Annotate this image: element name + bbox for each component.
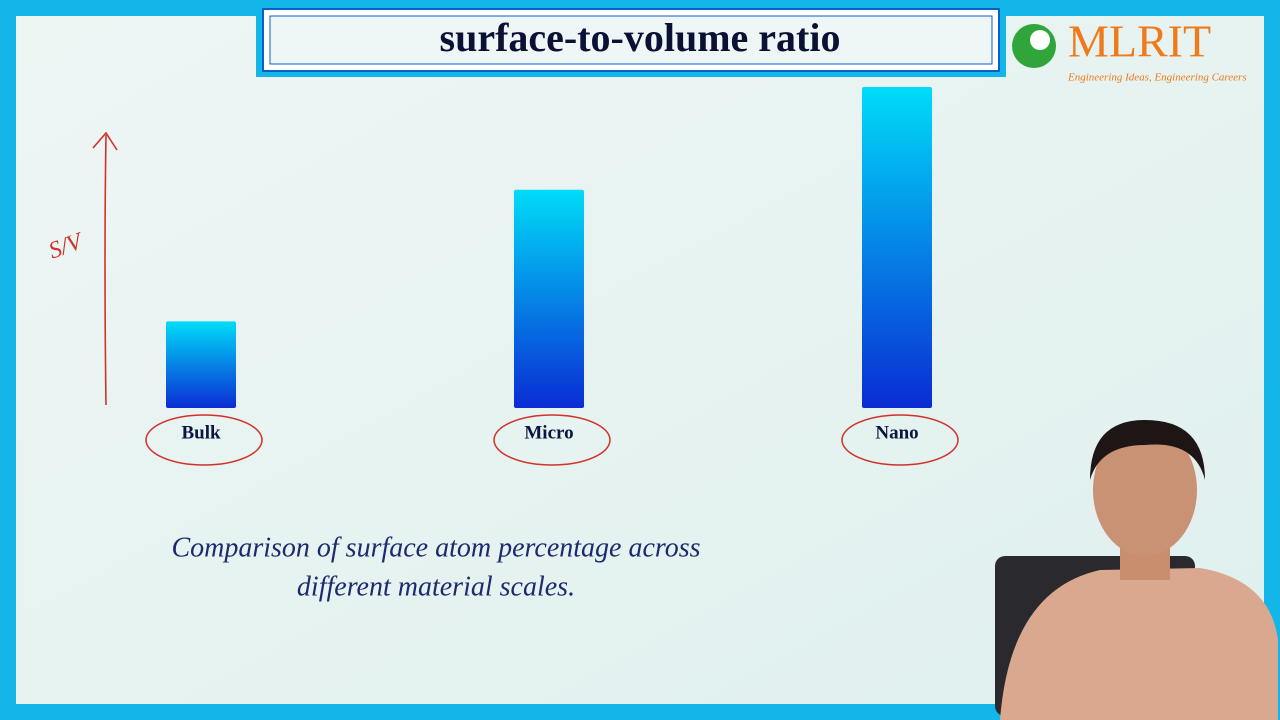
drawn-circle [493,414,611,466]
presenter-face [1093,424,1197,556]
logo-name: MLRIT [1068,16,1211,67]
bar [862,87,932,408]
logo: MLRIT Engineering Ideas, Engineering Car… [1012,16,1247,84]
logo-icon-detail [1030,30,1050,50]
drawn-circle [145,414,263,466]
chart: Bulk Micro Nano [145,87,959,466]
drawn-circle [841,414,959,466]
handwriting [92,131,118,406]
x-tick-label: Nano [875,422,918,443]
caption-line: different material scales. [297,571,575,602]
presenter-body [1000,568,1278,720]
x-tick-label: Micro [524,422,573,443]
presenter-hair [1090,420,1205,480]
title-box [269,15,993,65]
bar [514,189,584,408]
drawn-arrowhead [92,131,118,151]
drawn-arrow [104,134,107,406]
logo-tagline: Engineering Ideas, Engineering Careers [1067,72,1247,84]
caption-line: Comparison of surface atom percentage ac… [171,532,700,563]
presenter [995,420,1278,720]
bar [166,321,236,408]
chart-title: surface-to-volume ratio [440,15,841,60]
x-tick-label: Bulk [181,422,221,443]
